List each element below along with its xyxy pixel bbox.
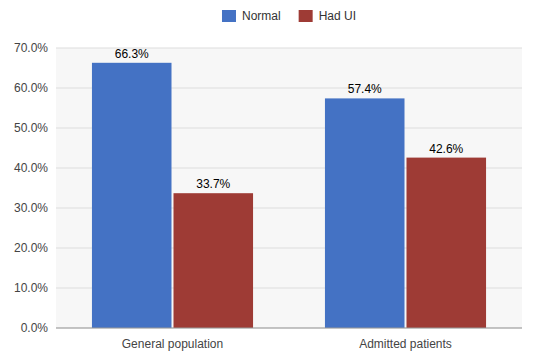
bar (325, 98, 405, 328)
x-tick-label: General population (122, 337, 223, 351)
bar (92, 63, 172, 328)
data-labels: 66.3% 57.4% 33.7% 42.6% (115, 47, 464, 191)
y-tick-label: 50.0% (14, 121, 48, 135)
data-label: 57.4% (348, 82, 382, 96)
plot-background (56, 48, 522, 328)
data-label: 42.6% (429, 142, 463, 156)
y-tick-label: 10.0% (14, 281, 48, 295)
legend-item: Had UI (299, 9, 356, 23)
x-tick-label: Admitted patients (359, 337, 452, 351)
bars (92, 63, 486, 328)
y-tick-label: 20.0% (14, 241, 48, 255)
y-tick-label: 70.0% (14, 41, 48, 55)
y-tick-label: 30.0% (14, 201, 48, 215)
chart-container: 0.0% 10.0% 20.0% 30.0% 40.0% 50.0% 60.0% 70.0% 6… (0, 0, 538, 364)
legend-label: Normal (242, 9, 281, 23)
legend-swatch (299, 10, 313, 22)
bar (174, 193, 254, 328)
chart: 0.0% 10.0% 20.0% 30.0% 40.0% 50.0% 60.0% 70.0% 6… (0, 0, 538, 364)
y-tick-label: 60.0% (14, 81, 48, 95)
data-label: 66.3% (115, 47, 149, 61)
x-axis-line (56, 328, 522, 329)
y-axis: 0.0% 10.0% 20.0% 30.0% 40.0% 50.0% 60.0% 70.0% (14, 41, 522, 335)
y-tick-label: 40.0% (14, 161, 48, 175)
bar (407, 158, 487, 328)
legend-label: Had UI (319, 9, 356, 23)
legend: Normal Had UI (222, 9, 356, 23)
grid-line (56, 328, 522, 329)
legend-item: Normal (222, 9, 281, 23)
data-label: 33.7% (196, 177, 230, 191)
x-axis: General population Admitted patients (56, 328, 522, 351)
y-tick-label: 0.0% (21, 321, 49, 335)
legend-swatch (222, 10, 236, 22)
